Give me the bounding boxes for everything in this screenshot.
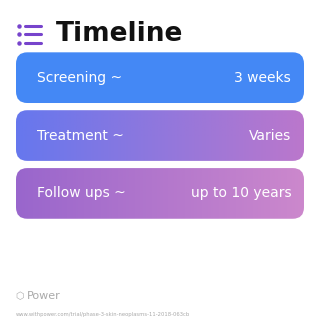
Text: Screening ~: Screening ~: [37, 71, 122, 85]
Text: up to 10 years: up to 10 years: [191, 186, 291, 200]
Text: 3 weeks: 3 weeks: [235, 71, 291, 85]
Text: Varies: Varies: [249, 129, 291, 143]
Text: Follow ups ~: Follow ups ~: [37, 186, 125, 200]
Text: ⬡: ⬡: [16, 291, 24, 301]
Text: Power: Power: [27, 291, 61, 301]
Text: Timeline: Timeline: [56, 21, 183, 47]
Text: Treatment ~: Treatment ~: [37, 129, 124, 143]
Text: www.withpower.com/trial/phase-3-skin-neoplasms-11-2018-063cb: www.withpower.com/trial/phase-3-skin-neo…: [16, 312, 190, 317]
FancyBboxPatch shape: [16, 52, 304, 103]
